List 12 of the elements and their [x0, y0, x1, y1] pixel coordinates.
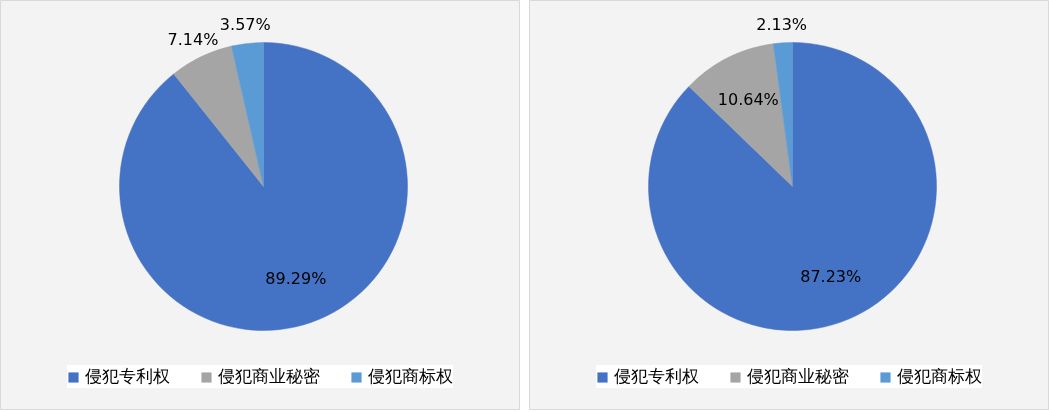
- data-label: 2.13%: [756, 14, 808, 34]
- legend-label: 侵犯专利权: [85, 365, 170, 388]
- data-label: 87.23%: [800, 267, 862, 287]
- data-label: 10.64%: [717, 89, 779, 109]
- data-label: 7.14%: [167, 30, 219, 50]
- legend-label: 侵犯商标权: [368, 365, 453, 388]
- data-label: 3.57%: [219, 15, 271, 35]
- legend-label: 侵犯专利权: [614, 365, 699, 388]
- legend-label: 侵犯商业秘密: [218, 365, 320, 388]
- legend-label: 侵犯商标权: [897, 365, 982, 388]
- data-label: 89.29%: [265, 269, 327, 289]
- legend-label: 侵犯商业秘密: [747, 365, 849, 388]
